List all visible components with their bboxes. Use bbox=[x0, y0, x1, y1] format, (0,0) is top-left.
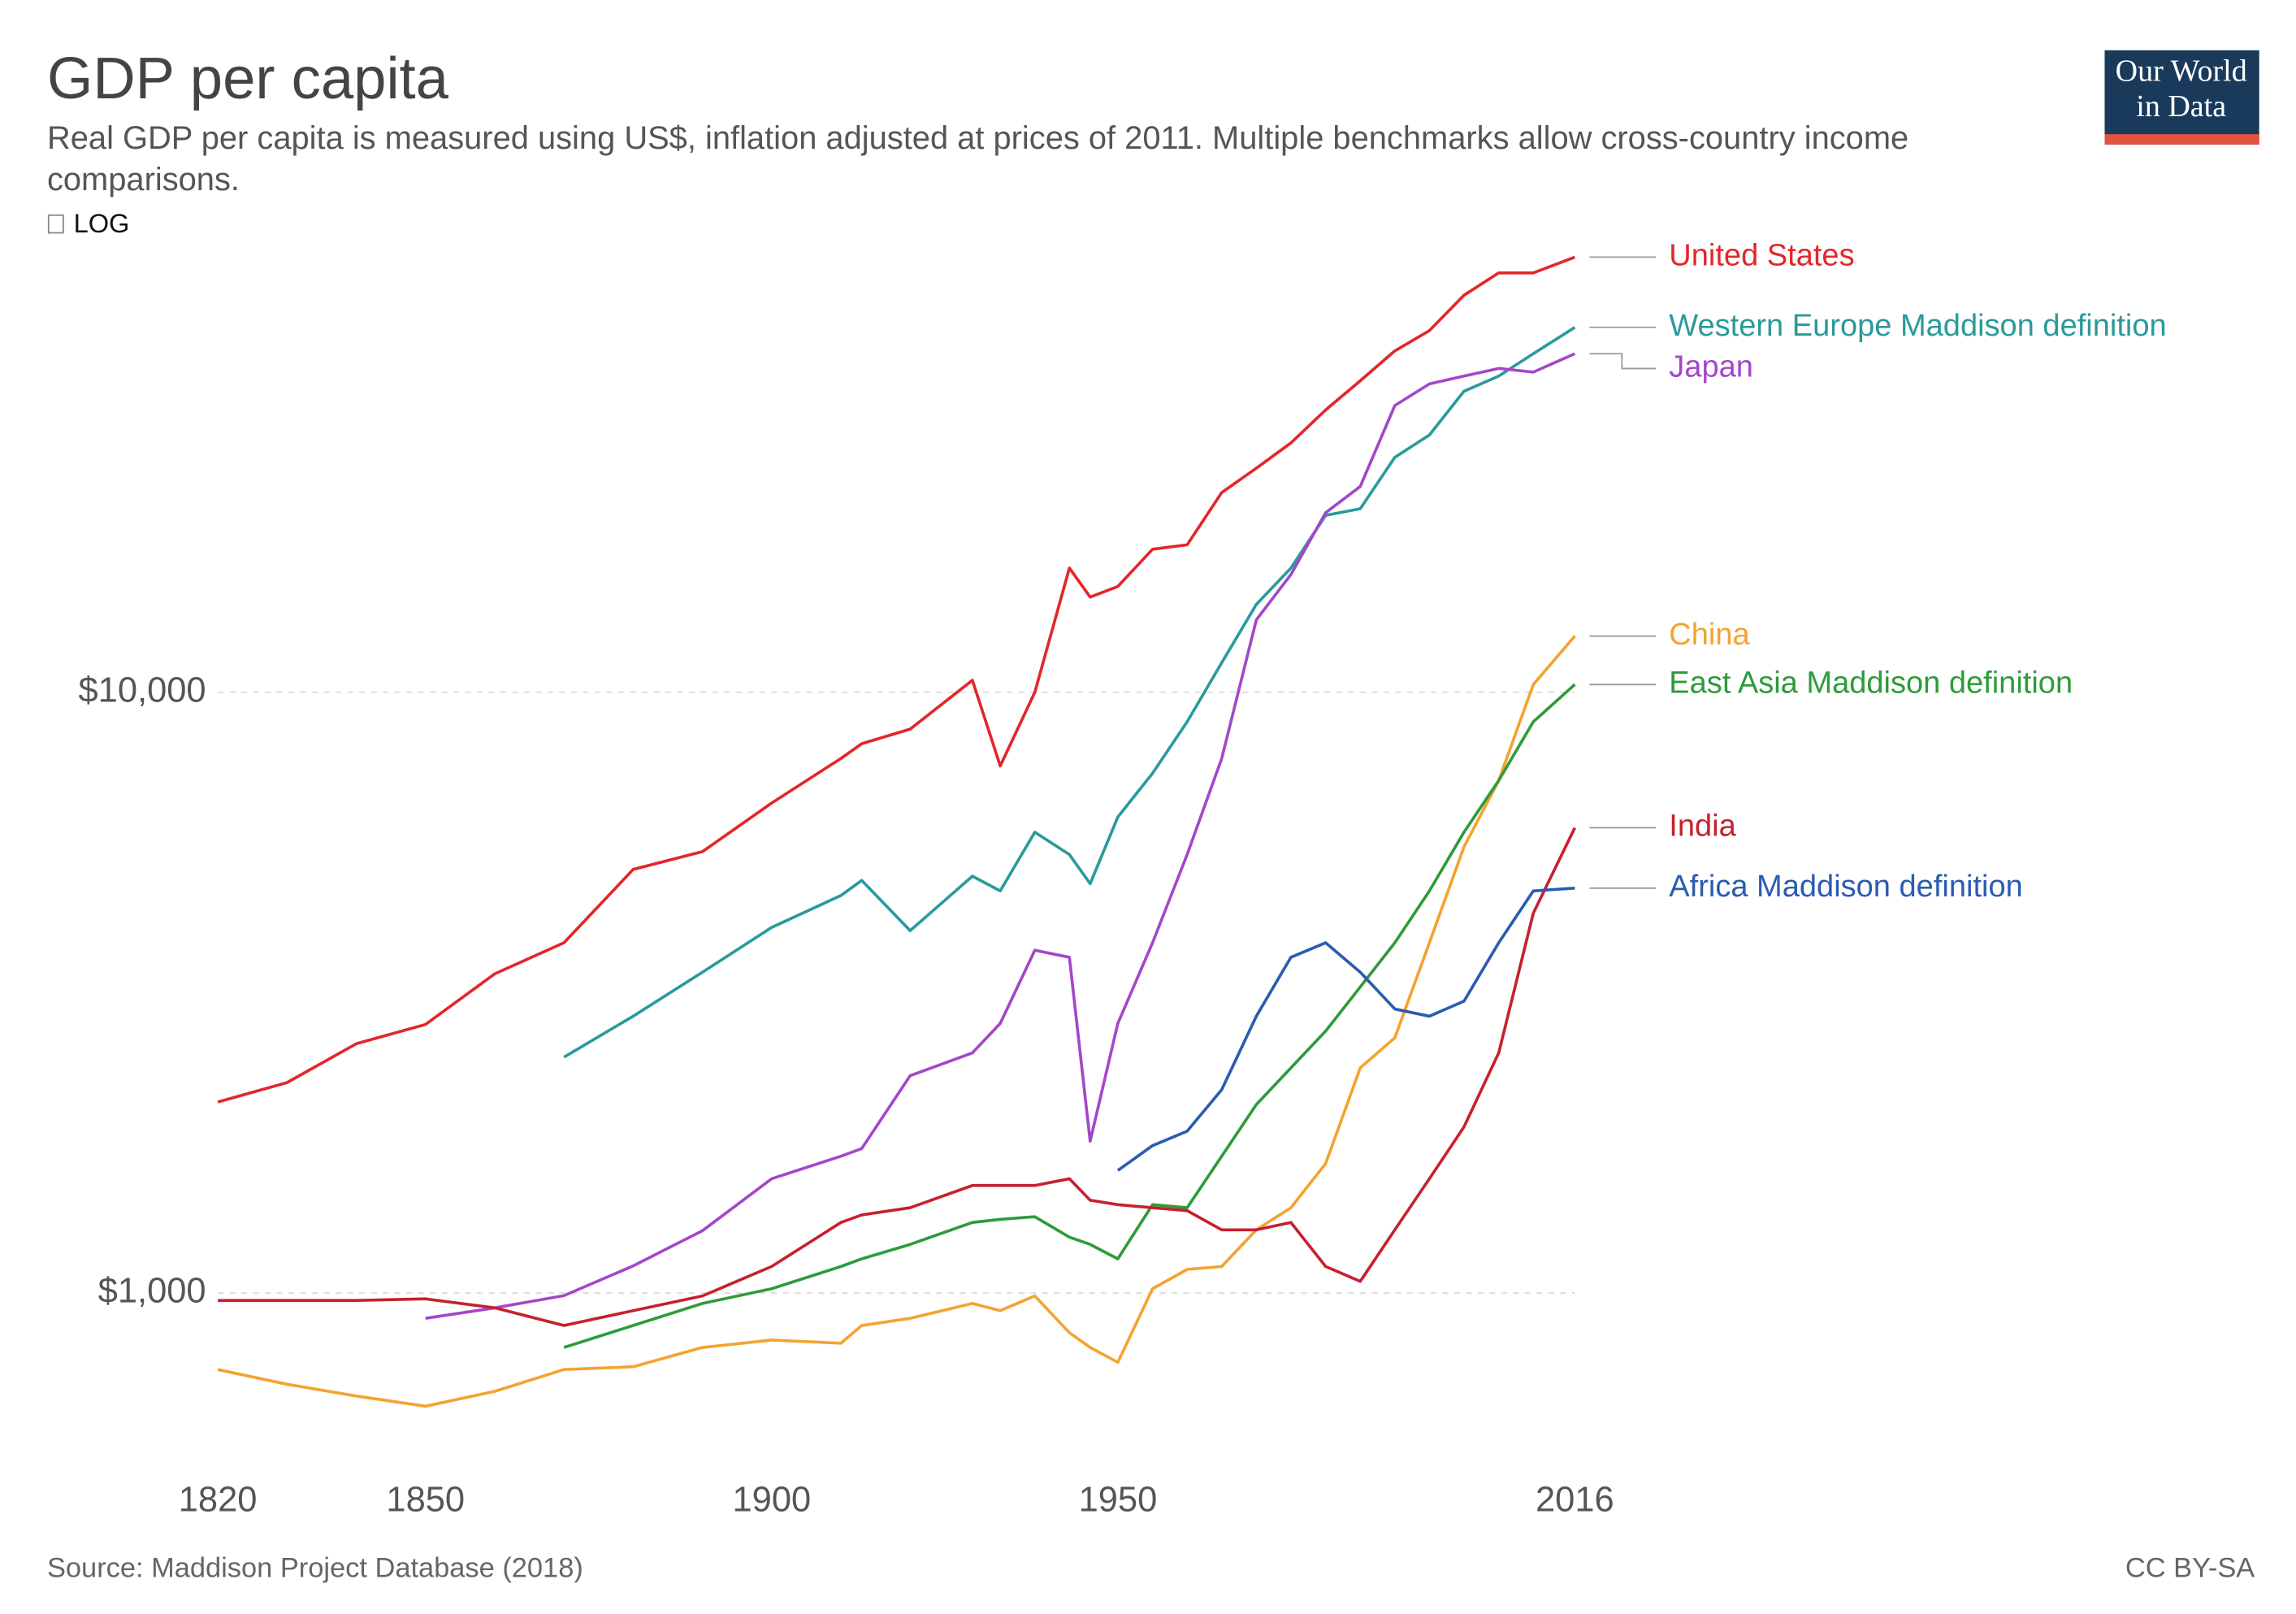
license: CC BY-SA bbox=[2125, 1552, 2255, 1583]
subtitle-box: Real GDP per capita is measured using US… bbox=[46, 119, 1909, 198]
chart-title: GDP per capita bbox=[47, 46, 449, 111]
legend-label: Africa Maddison definition bbox=[1669, 870, 2022, 904]
logo-bg bbox=[2104, 50, 2259, 145]
y-tick-label: $1,000 bbox=[98, 1272, 206, 1311]
legend-label: Japan bbox=[1669, 349, 1753, 384]
x-tick-label: 2016 bbox=[1536, 1481, 1614, 1520]
logo-text: Our World bbox=[2116, 54, 2247, 89]
series-line bbox=[1116, 887, 1575, 1172]
legend-label: Western Europe Maddison definition bbox=[1669, 309, 2166, 343]
legend-label: China bbox=[1669, 618, 1750, 652]
series-line bbox=[563, 683, 1576, 1349]
series-line bbox=[425, 352, 1576, 1320]
legend-label: India bbox=[1669, 809, 1736, 844]
label-leader bbox=[1589, 353, 1656, 370]
log-toggle-box[interactable] bbox=[47, 214, 64, 234]
series-line bbox=[217, 255, 1575, 1104]
logo-text: in Data bbox=[2136, 89, 2226, 124]
series-line bbox=[218, 827, 1576, 1327]
log-toggle[interactable]: LOG bbox=[74, 208, 130, 238]
x-tick-label: 1950 bbox=[1079, 1481, 1158, 1520]
source: Source: Maddison Project Database (2018) bbox=[47, 1552, 583, 1583]
x-tick-label: 1900 bbox=[732, 1481, 811, 1520]
logo-stripe bbox=[2104, 134, 2259, 145]
legend-label: East Asia Maddison definition bbox=[1669, 666, 2073, 700]
x-tick-label: 1820 bbox=[179, 1481, 258, 1520]
legend-label: United States bbox=[1669, 238, 1854, 272]
chart-subtitle: Real GDP per capita is measured using US… bbox=[46, 119, 1909, 198]
series-line bbox=[563, 326, 1576, 1059]
series-line bbox=[217, 635, 1576, 1408]
x-tick-label: 1850 bbox=[386, 1481, 465, 1520]
y-tick-label: $10,000 bbox=[78, 670, 206, 709]
